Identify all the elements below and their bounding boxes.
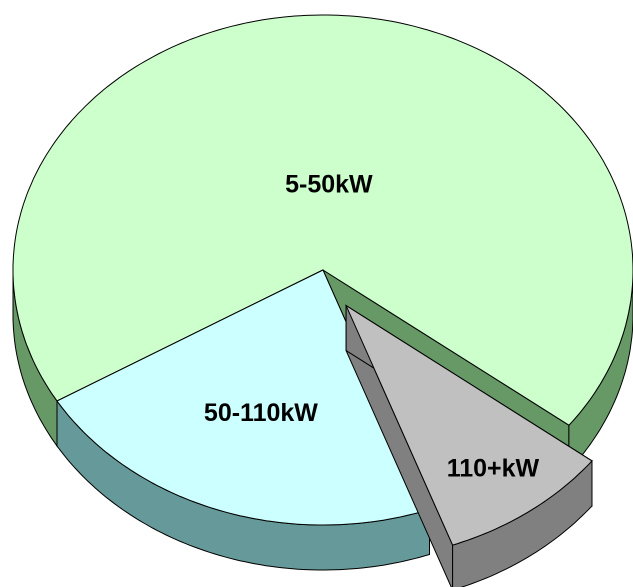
- slice-label: 110+kW: [447, 455, 540, 483]
- slice-label: 50-110kW: [204, 399, 318, 427]
- slice-label: 5-50kW: [285, 171, 373, 199]
- slice: [344, 304, 593, 587]
- slice-top: [344, 304, 593, 546]
- slice-top: [56, 269, 431, 526]
